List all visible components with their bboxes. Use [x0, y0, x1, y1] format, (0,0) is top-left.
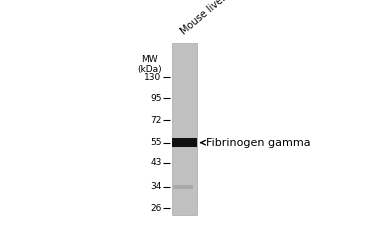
Bar — [173, 185, 193, 188]
Text: MW
(kDa): MW (kDa) — [137, 55, 162, 74]
Text: 34: 34 — [150, 182, 162, 192]
Text: 95: 95 — [150, 94, 162, 103]
Text: 26: 26 — [150, 204, 162, 212]
Text: 130: 130 — [144, 73, 162, 82]
Text: 72: 72 — [150, 116, 162, 125]
Text: 43: 43 — [150, 158, 162, 167]
Bar — [172, 44, 197, 215]
Bar — [172, 138, 197, 147]
Text: Mouse liver: Mouse liver — [179, 0, 228, 37]
Text: Fibrinogen gamma: Fibrinogen gamma — [201, 138, 311, 147]
Text: 55: 55 — [150, 138, 162, 147]
